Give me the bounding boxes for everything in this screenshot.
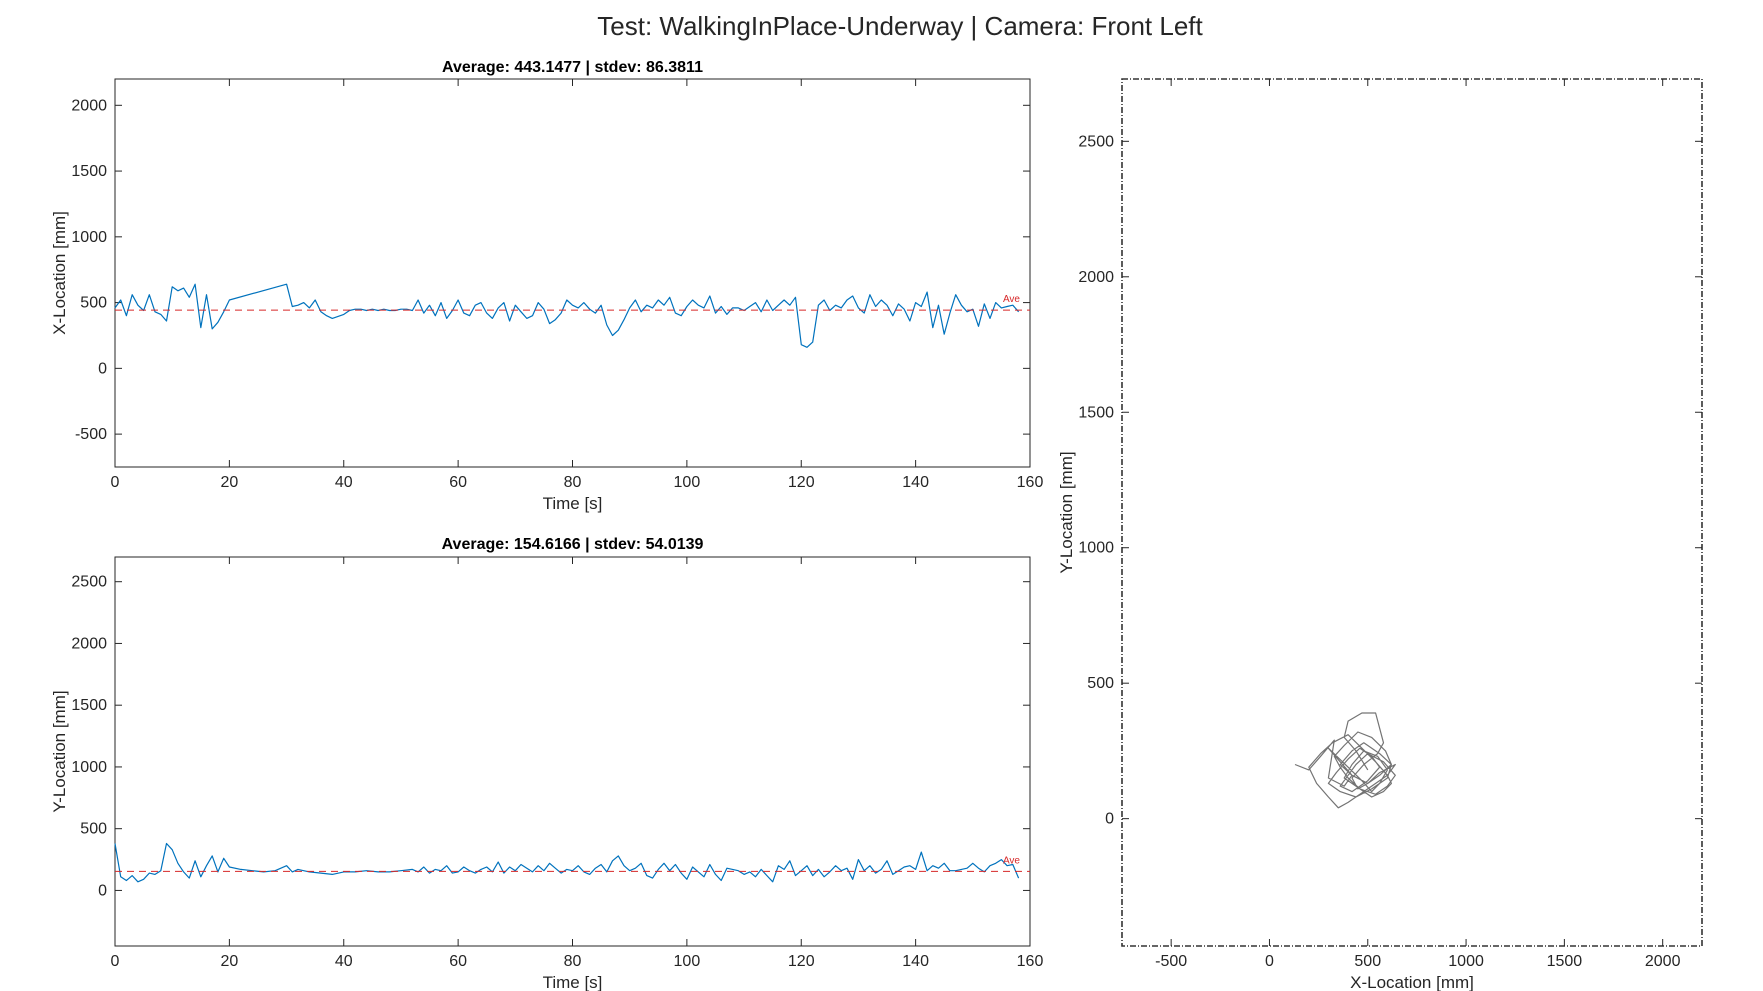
x-axis-label: X-Location [mm] [1350, 973, 1474, 991]
x-tick-label: 80 [564, 953, 582, 970]
y-tick-label: 2000 [1078, 269, 1114, 286]
y-tick-label: 1500 [71, 163, 107, 180]
x-tick-label: 140 [902, 953, 929, 970]
x-tick-label: 2000 [1645, 953, 1681, 970]
x-axis-label: Time [s] [543, 973, 603, 991]
x-tick-label: 0 [1265, 953, 1274, 970]
y-tick-label: 2000 [71, 97, 107, 114]
x-tick-label: 120 [788, 474, 815, 491]
x-tick-label: -500 [1155, 953, 1187, 970]
x-tick-label: 60 [449, 474, 467, 491]
x-tick-label: 0 [111, 474, 120, 491]
x-axis-label: Time [s] [543, 494, 603, 513]
y-location-vs-time-chart: 0 20 40 60 80 100 120 140 160 0 500 1000 1500 2000 250… [50, 536, 1043, 991]
y-tick-label: 0 [98, 360, 107, 377]
axes-box [114, 556, 1031, 947]
x-tick-label: 140 [902, 474, 929, 491]
y-tick-label: 0 [98, 882, 107, 899]
x-tick-label: 160 [1017, 953, 1044, 970]
axes-box [114, 78, 1031, 468]
xy-trajectory-chart: -500 0 500 1000 1500 2000 0 500 1000 1500 2000 2500… [1057, 78, 1703, 991]
x-tick-label: 20 [220, 474, 238, 491]
y-tick-label: -500 [75, 426, 107, 443]
y-tick-label: 500 [80, 295, 107, 312]
x-tick-label: 0 [111, 953, 120, 970]
y-tick-label: 500 [80, 821, 107, 838]
x-tick-label: 20 [220, 953, 238, 970]
y-axis-label: Y-Location [mm] [50, 690, 69, 812]
x-tick-label: 500 [1354, 953, 1381, 970]
x-location-vs-time-chart: 0 20 40 60 80 100 120 140 160 -500 0 500 1000 1500 200… [50, 59, 1043, 513]
x-tick-label: 160 [1017, 474, 1044, 491]
y-tick-label: 1000 [71, 759, 107, 776]
x-tick-label: 1500 [1547, 953, 1583, 970]
x-tick-label: 1000 [1448, 953, 1484, 970]
x-tick-label: 40 [335, 474, 353, 491]
y-tick-label: 500 [1087, 675, 1114, 692]
average-label: Ave [1003, 855, 1020, 866]
trajectory-line [1294, 712, 1396, 809]
y-tick-label: 2500 [71, 574, 107, 591]
y-tick-label: 1000 [71, 229, 107, 246]
y-tick-label: 1000 [1078, 540, 1114, 557]
x-tick-label: 100 [674, 953, 701, 970]
y-tick-label: 0 [1105, 811, 1114, 828]
y-axis-label: Y-Location [mm] [1057, 451, 1076, 573]
average-label: Ave [1003, 294, 1020, 305]
x-tick-label: 60 [449, 953, 467, 970]
y-tick-label: 1500 [71, 697, 107, 714]
y-tick-label: 1500 [1078, 404, 1114, 421]
x-tick-label: 40 [335, 953, 353, 970]
y-axis-label: X-Location [mm] [50, 211, 69, 335]
x-tick-label: 100 [674, 474, 701, 491]
y-tick-label: 2500 [1078, 133, 1114, 150]
x-tick-label: 80 [564, 474, 582, 491]
series-line [114, 283, 1020, 348]
x-tick-label: 120 [788, 953, 815, 970]
axes-box [1121, 78, 1703, 947]
axes-title: Average: 443.1477 | stdev: 86.3811 [442, 59, 703, 76]
y-tick-label: 2000 [71, 635, 107, 652]
axes-title: Average: 154.6166 | stdev: 54.0139 [442, 536, 704, 553]
figure-title: Test: WalkingInPlace-Underway | Camera: … [597, 11, 1203, 41]
